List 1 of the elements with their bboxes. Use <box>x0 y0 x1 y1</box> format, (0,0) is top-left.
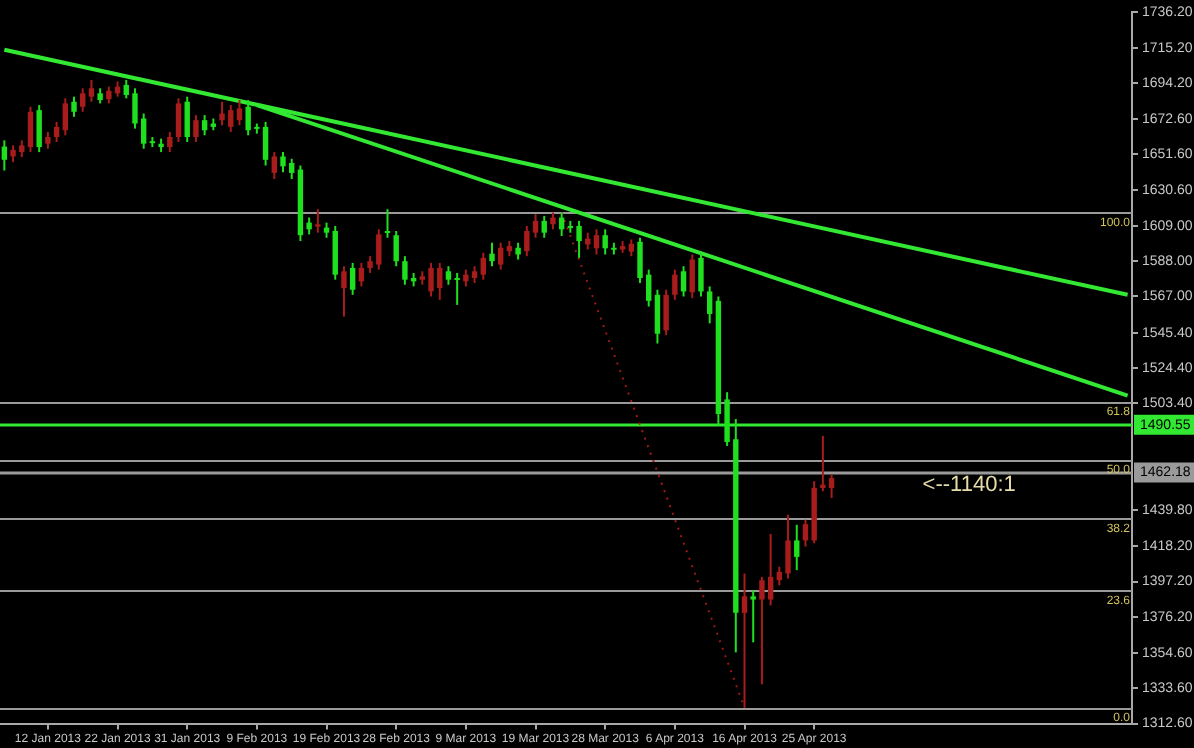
annotation: <--1140:1 <box>922 473 1016 498</box>
